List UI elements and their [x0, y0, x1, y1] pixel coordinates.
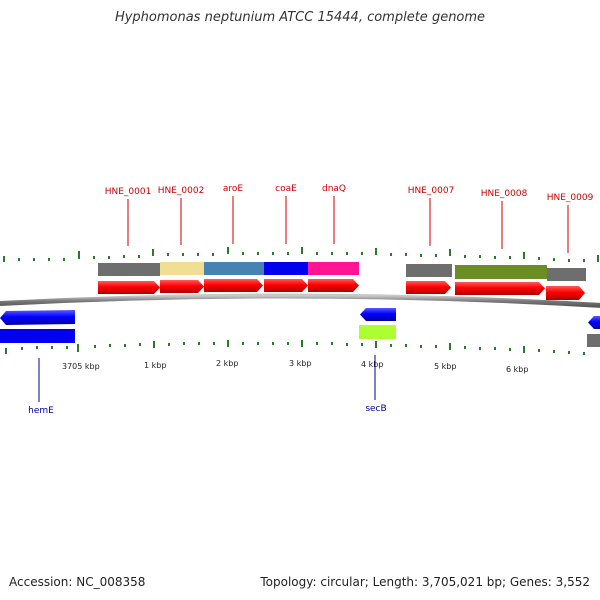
gene-label-hne-0001[interactable]: HNE_0001: [105, 187, 152, 197]
tick-ruler-bottom: [5, 340, 585, 355]
reverse-gene-arrow: [360, 308, 396, 321]
gene-label-hne-0007[interactable]: HNE_0007: [408, 186, 455, 196]
gene-label-secb[interactable]: secB: [365, 404, 386, 414]
cog-box: [587, 334, 600, 347]
cog-box: [547, 268, 586, 281]
tick-label: 6 kbp: [506, 365, 528, 374]
accession-text: Accession: NC_008358: [9, 575, 146, 589]
forward-gene-arrow: [264, 279, 308, 292]
map-title: Hyphomonas neptunium ATCC 15444, complet…: [114, 10, 486, 25]
gene-label-aroe[interactable]: aroE: [223, 184, 244, 194]
gene-label-dnaq[interactable]: dnaQ: [322, 184, 346, 194]
reverse-gene-arrow: [588, 316, 600, 329]
cog-box: [204, 262, 264, 275]
tick-ruler-top: [3, 247, 599, 262]
reverse-label-lines: [38, 355, 376, 402]
gene-label-hne-0009[interactable]: HNE_0009: [547, 193, 594, 203]
genome-summary-text: Topology: circular; Length: 3,705,021 bp…: [260, 575, 590, 589]
cog-box: [308, 262, 359, 275]
cog-box: [98, 263, 160, 276]
reverse-gene-arrow: [0, 310, 75, 325]
cog-box: [406, 264, 452, 277]
forward-gene-arrow: [204, 279, 263, 292]
cog-box: [455, 265, 547, 279]
cog-box: [160, 262, 204, 275]
tick-label: 2 kbp: [216, 359, 238, 368]
tick-label: 5 kbp: [434, 362, 456, 371]
forward-gene-labels: HNE_0001 HNE_0002 aroE coaE dnaQ HNE_000…: [105, 184, 594, 203]
genome-backbone: [0, 293, 600, 308]
gene-label-hne-0002[interactable]: HNE_0002: [158, 186, 205, 196]
tick-label: 3705 kbp: [62, 362, 100, 371]
cog-box: [359, 325, 396, 339]
cog-track-forward: [98, 262, 586, 281]
tick-labels: 3705 kbp 1 kbp 2 kbp 3 kbp 4 kbp 5 kbp 6…: [62, 359, 528, 374]
forward-gene-arrow: [160, 280, 204, 293]
reverse-genes: [0, 308, 600, 329]
cog-box: [264, 262, 308, 275]
gene-label-hne-0008[interactable]: HNE_0008: [481, 189, 528, 199]
gene-label-heme[interactable]: hemE: [28, 406, 54, 416]
forward-gene-arrow: [546, 286, 585, 300]
cog-track-reverse: [0, 325, 600, 347]
forward-gene-arrow: [308, 279, 359, 292]
forward-label-lines: [127, 196, 569, 253]
gene-label-coae[interactable]: coaE: [275, 184, 297, 194]
forward-gene-arrow: [98, 281, 160, 294]
cog-box: [0, 329, 75, 343]
tick-label: 4 kbp: [361, 360, 383, 369]
tick-label: 3 kbp: [289, 359, 311, 368]
forward-genes: [98, 279, 585, 300]
forward-gene-arrow: [406, 281, 451, 294]
tick-label: 1 kbp: [144, 361, 166, 370]
reverse-gene-labels: hemE secB: [28, 404, 387, 416]
forward-gene-arrow: [455, 282, 545, 295]
